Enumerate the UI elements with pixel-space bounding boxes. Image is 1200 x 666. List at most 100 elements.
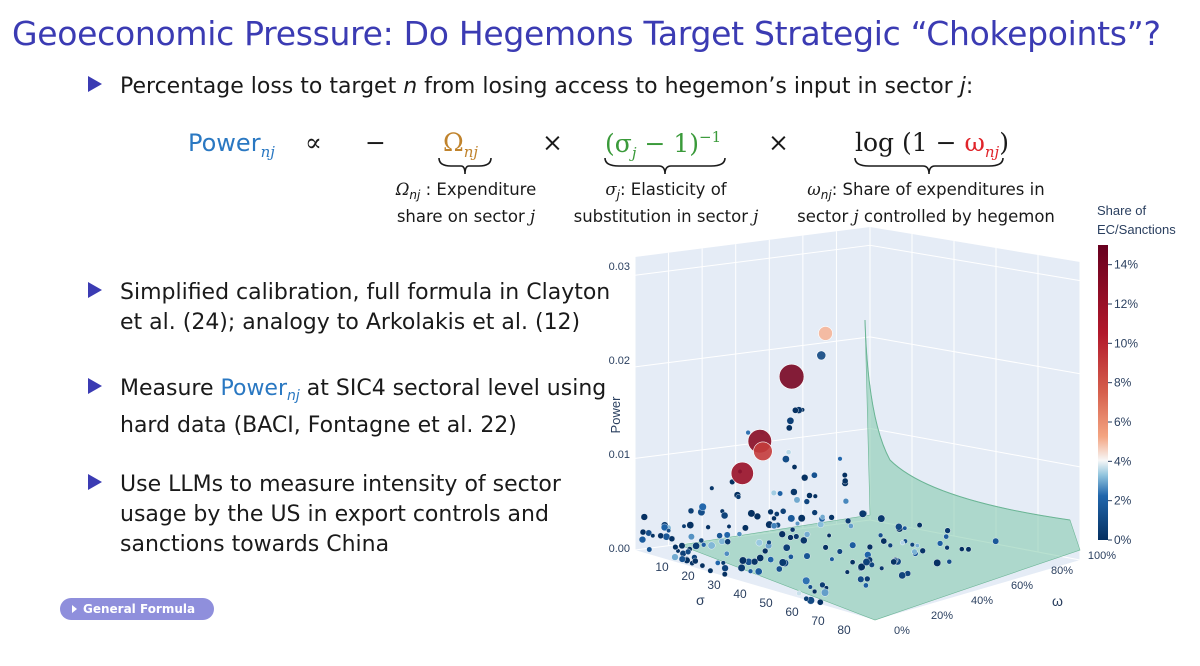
colorbar-tick-label: 12% — [1114, 297, 1138, 311]
x-tick-label: 20 — [681, 569, 695, 583]
sector-point — [767, 556, 774, 563]
sector-point — [678, 555, 686, 563]
sector-point — [650, 533, 656, 539]
sector-point — [747, 509, 756, 518]
y-tick-label: 0.03 — [609, 261, 630, 273]
colorbar-tick-label: 8% — [1114, 376, 1132, 390]
sector-point — [770, 522, 778, 530]
sector-point — [937, 540, 944, 547]
sector-point — [721, 564, 729, 572]
sector-point — [790, 488, 798, 496]
sector-point — [789, 527, 796, 533]
y-tick-label: 0.02 — [609, 355, 630, 367]
sector-point — [857, 575, 865, 583]
bullet1-j: j — [959, 74, 966, 99]
sector-point — [724, 538, 731, 545]
sector-point — [771, 515, 777, 522]
sector-point — [803, 552, 811, 560]
play-triangle-icon — [72, 605, 77, 613]
sector-point — [638, 536, 647, 544]
caption-omega: Ωnj : Expenditure share on sector j — [395, 180, 537, 226]
sector-point — [797, 514, 806, 523]
sector-point — [640, 513, 648, 521]
formula-log: log (1 − ωnj) — [855, 128, 1009, 161]
sector-point — [736, 531, 743, 537]
bullet-arrow-icon — [88, 76, 102, 92]
power-3d-scatter-chart[interactable]: 0.00 0.01 0.02 0.03 10 20 30 40 50 60 70 80 0% 20% 4… — [600, 200, 1200, 666]
sector-point — [692, 542, 700, 550]
sector-point — [786, 416, 795, 425]
sector-point — [782, 543, 791, 552]
sector-point — [738, 556, 747, 565]
highlighted-point — [730, 461, 754, 485]
sector-point — [829, 556, 835, 562]
sector-point — [916, 522, 923, 528]
sector-point — [755, 539, 763, 547]
sector-point — [770, 489, 777, 496]
formula-sigma: (σj − 1)−1 — [605, 128, 722, 162]
sector-point — [819, 514, 826, 520]
sector-point — [721, 571, 728, 578]
caption-omega-small: ωnj: Share of expenditures in sector j c… — [797, 180, 1055, 226]
sector-point — [720, 511, 729, 520]
highlighted-points — [730, 326, 833, 485]
bullet-llms: Use LLMs to measure intensity of sector … — [88, 470, 561, 560]
sector-point — [806, 492, 813, 499]
sector-point — [666, 528, 672, 533]
surface-ridge — [864, 319, 1071, 521]
sector-point — [965, 546, 972, 553]
highlighted-point — [818, 326, 833, 341]
sector-point — [751, 558, 759, 566]
sector-point — [933, 558, 942, 567]
sector-point — [826, 533, 832, 538]
sector-point — [898, 571, 907, 580]
sector-point — [803, 595, 810, 602]
x-tick-label: 80 — [837, 623, 851, 637]
bullet1-text: Percentage loss to target — [120, 74, 404, 99]
sector-point — [828, 514, 835, 521]
bullet-measure-power: Measure Powernj at SIC4 sectoral level u… — [88, 374, 606, 441]
sector-point — [779, 508, 787, 515]
power-formula: Powernj ∝ − Ωnj × (σj − 1)−1 × log (1 − … — [0, 124, 1200, 168]
sector-point — [785, 424, 793, 432]
sector-point — [914, 543, 920, 548]
sector-point — [716, 532, 723, 539]
colorbar — [1098, 245, 1108, 540]
sector-point — [796, 590, 802, 596]
sector-point — [724, 550, 730, 557]
sector-point — [792, 406, 799, 414]
general-formula-button[interactable]: General Formula — [60, 598, 214, 620]
omega-underbrace-icon — [438, 157, 492, 175]
sector-point — [803, 531, 811, 538]
colorbar-title-line1: Share of — [1097, 203, 1147, 218]
bullet-percentage-loss: Percentage loss to target n from losing … — [88, 72, 973, 102]
bullet1-n: n — [403, 74, 418, 99]
sector-point — [803, 498, 810, 505]
sector-point — [762, 547, 769, 555]
sector-point — [688, 533, 695, 541]
sector-point — [778, 558, 787, 567]
colorbar-ticks: 0% 2% 4% 6% 8% 10% 12% 14% — [1108, 258, 1138, 547]
sector-point — [848, 523, 854, 529]
sector-point — [864, 575, 871, 583]
bullet-arrow-icon — [88, 378, 102, 394]
y-tick-label: 0.01 — [609, 449, 630, 461]
sector-point — [778, 530, 786, 538]
sector-point — [919, 547, 926, 554]
colorbar-tick-label: 2% — [1114, 494, 1132, 508]
sector-point — [681, 523, 687, 529]
sector-point — [705, 524, 711, 530]
sector-point — [943, 533, 950, 540]
sector-point — [890, 558, 898, 566]
sector-point — [718, 537, 726, 545]
sector-point — [692, 557, 699, 565]
sector-point — [754, 567, 763, 576]
sector-point — [773, 511, 780, 517]
sector-point — [726, 524, 732, 529]
sector-point — [900, 540, 906, 546]
x-tick-label: 60 — [785, 605, 799, 619]
sector-point — [902, 525, 908, 531]
x-tick-label: 30 — [707, 578, 721, 592]
sector-point — [841, 472, 848, 478]
sector-point — [787, 534, 794, 541]
